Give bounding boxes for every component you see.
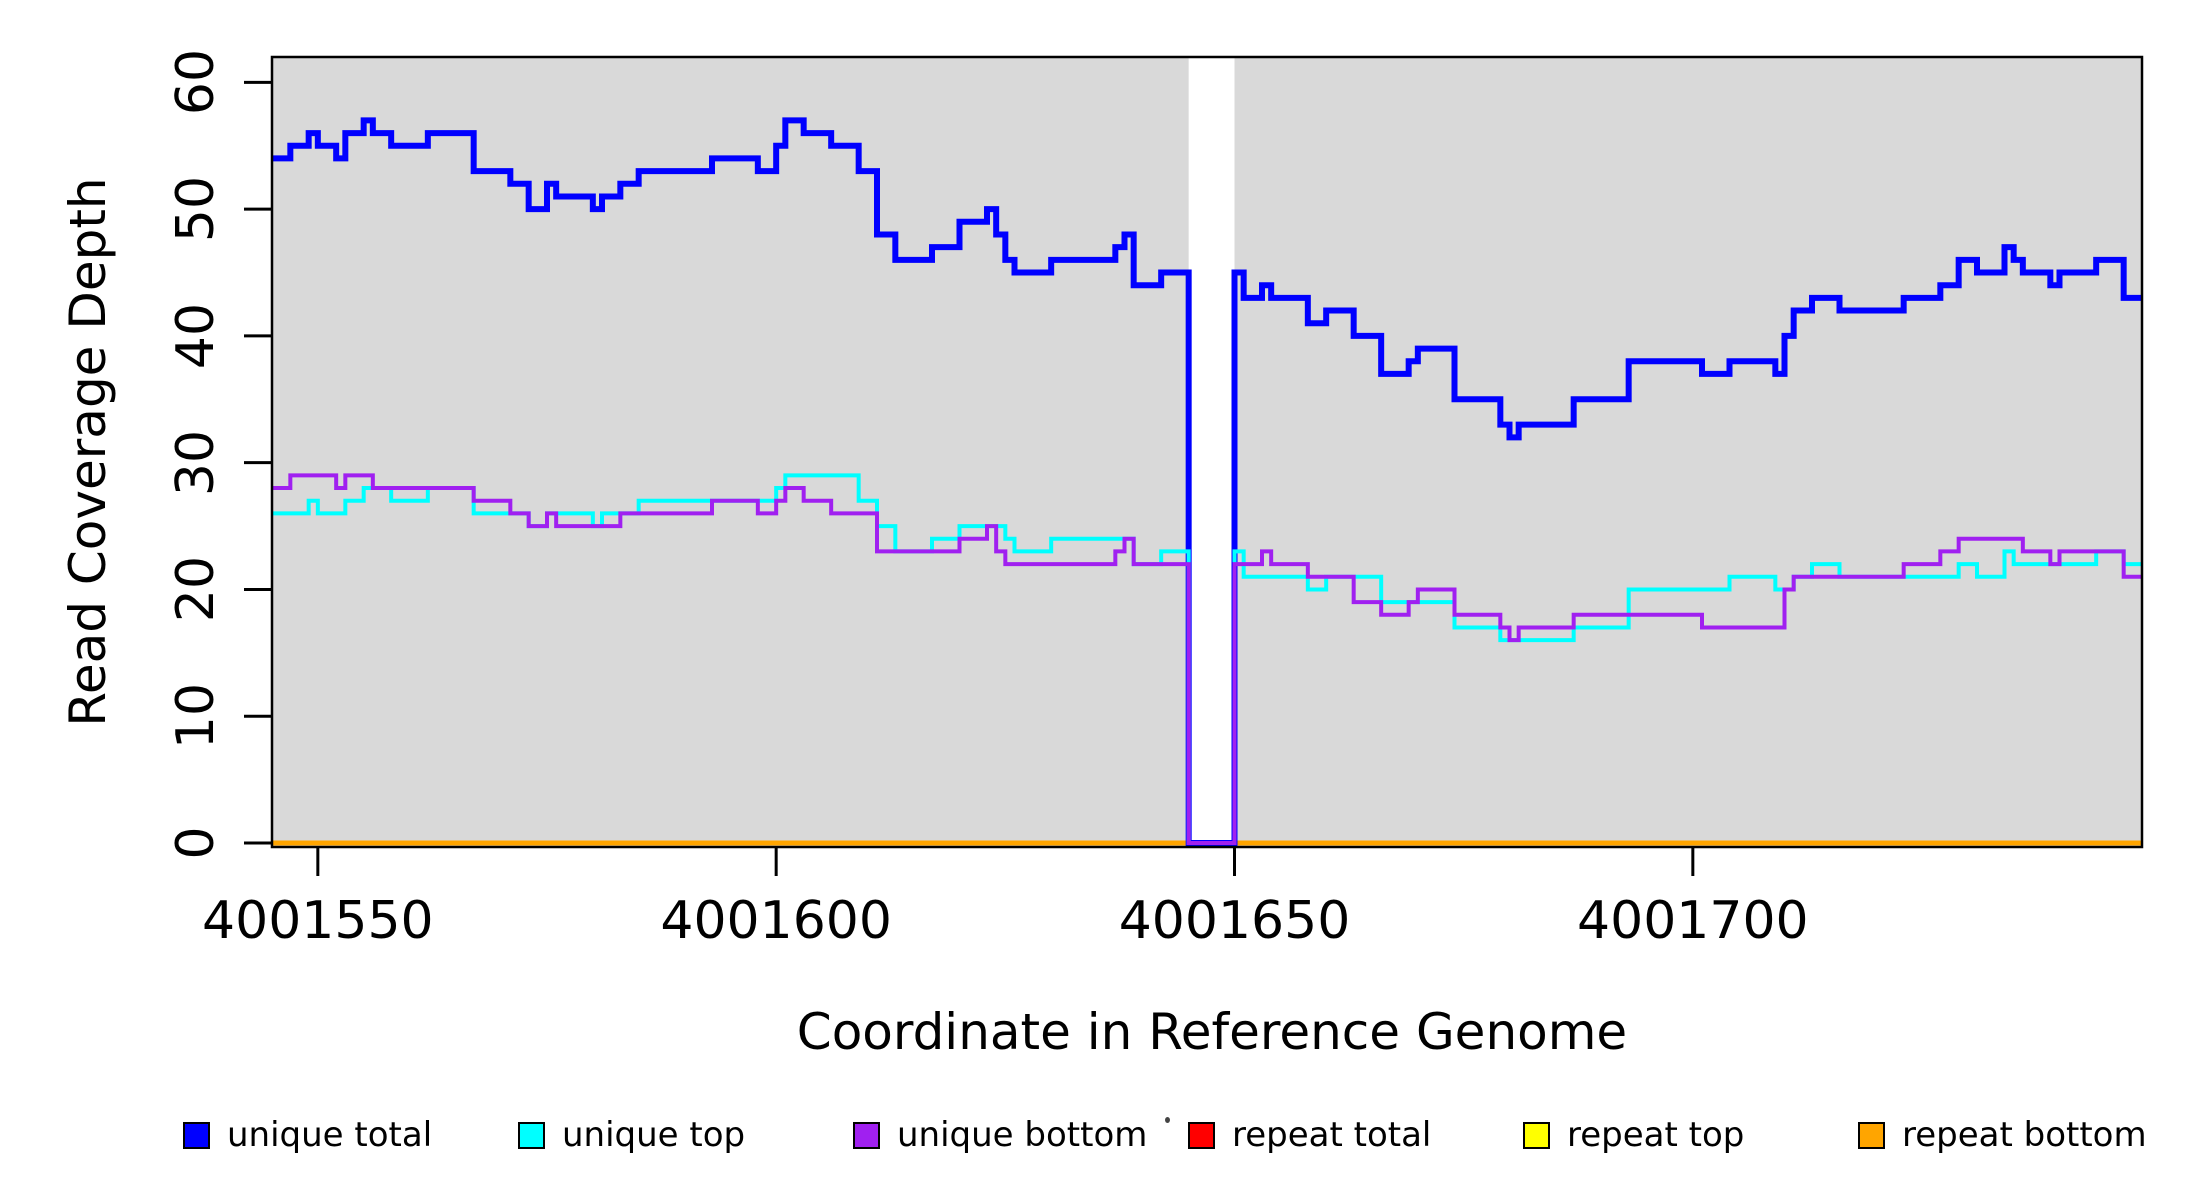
x-tick-label: 4001600: [660, 891, 892, 951]
x-tick-label: 4001700: [1577, 891, 1809, 951]
y-tick-label: 40: [166, 302, 226, 369]
series-unique-bottom-line: [272, 473, 2142, 845]
y-tick-label: 60: [166, 49, 226, 116]
plot-shaded-region: [1234, 57, 2142, 843]
x-tick-label: 4001650: [1118, 891, 1351, 951]
y-tick-label: 20: [166, 556, 226, 623]
y-tick-label: 30: [166, 429, 226, 496]
plot-shaded-region: [272, 57, 1189, 843]
x-axis-title: Coordinate in Reference Genome: [796, 1003, 1628, 1061]
y-axis-title: Read Coverage Depth: [59, 177, 117, 727]
x-tick-label: 4001550: [202, 891, 434, 951]
series-unique-total-line: [272, 117, 2142, 846]
stray-mark: [1165, 1117, 1170, 1123]
plot-border: [270, 55, 2144, 849]
y-tick-label: 10: [166, 683, 226, 750]
y-tick-label: 50: [166, 176, 226, 243]
y-tick-label: 0: [166, 826, 226, 860]
